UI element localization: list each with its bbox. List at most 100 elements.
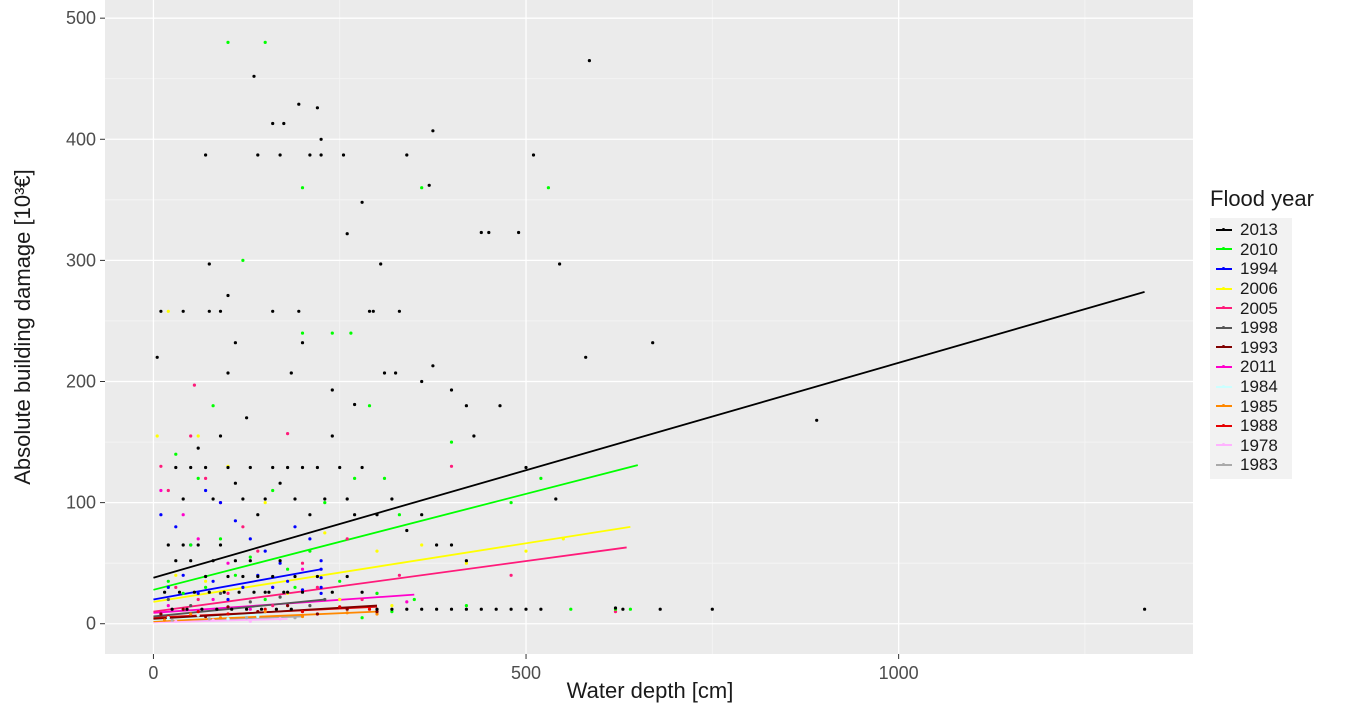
data-point-1993 bbox=[182, 608, 185, 611]
data-point-2010 bbox=[234, 574, 237, 577]
data-point-2013 bbox=[614, 606, 617, 609]
data-point-2006 bbox=[338, 598, 341, 601]
data-point-2013 bbox=[465, 559, 468, 562]
data-point-2011 bbox=[226, 562, 229, 565]
data-point-2013 bbox=[301, 591, 304, 594]
data-point-2013 bbox=[245, 608, 248, 611]
data-point-2010 bbox=[241, 259, 244, 262]
data-point-2010 bbox=[264, 41, 267, 44]
data-point-2013 bbox=[208, 262, 211, 265]
data-point-1998 bbox=[189, 604, 192, 607]
data-point-2006 bbox=[174, 574, 177, 577]
data-point-1994 bbox=[320, 586, 323, 589]
data-point-2005 bbox=[271, 604, 274, 607]
data-point-2005 bbox=[197, 598, 200, 601]
data-point-2013 bbox=[320, 138, 323, 141]
data-point-2006 bbox=[524, 550, 527, 553]
data-point-2013 bbox=[279, 153, 282, 156]
data-point-2013 bbox=[450, 388, 453, 391]
data-point-2013 bbox=[524, 608, 527, 611]
data-point-1988 bbox=[338, 605, 341, 608]
data-point-2013 bbox=[208, 310, 211, 313]
data-point-1993 bbox=[159, 612, 162, 615]
legend-key-2010 bbox=[1216, 248, 1232, 250]
data-point-2013 bbox=[234, 341, 237, 344]
data-point-2005 bbox=[167, 489, 170, 492]
data-point-2005 bbox=[361, 598, 364, 601]
y-tick-label: 200 bbox=[66, 372, 96, 392]
data-point-2006 bbox=[197, 434, 200, 437]
legend-label-2011: 2011 bbox=[1240, 358, 1277, 375]
data-point-2013 bbox=[167, 543, 170, 546]
data-point-2013 bbox=[353, 513, 356, 516]
data-point-1983 bbox=[293, 616, 296, 619]
data-point-1994 bbox=[219, 501, 222, 504]
data-point-1994 bbox=[320, 568, 323, 571]
data-point-1998 bbox=[323, 598, 326, 601]
data-point-2010 bbox=[368, 404, 371, 407]
data-point-2013 bbox=[659, 608, 662, 611]
data-point-2013 bbox=[264, 497, 267, 500]
data-point-2013 bbox=[405, 529, 408, 532]
data-point-1988 bbox=[226, 612, 229, 615]
data-point-2013 bbox=[554, 497, 557, 500]
data-point-2010 bbox=[189, 543, 192, 546]
data-point-2013 bbox=[420, 608, 423, 611]
legend: Flood year 2013 2010 1994 2006 2005 1998 1993 2… bbox=[1210, 186, 1340, 479]
data-point-1993 bbox=[204, 615, 207, 618]
data-point-2011 bbox=[212, 598, 215, 601]
data-point-1985 bbox=[219, 616, 222, 619]
data-point-2013 bbox=[398, 310, 401, 313]
data-point-2013 bbox=[226, 466, 229, 469]
data-point-2005 bbox=[301, 562, 304, 565]
legend-label-2010: 2010 bbox=[1240, 241, 1278, 258]
legend-label-2006: 2006 bbox=[1240, 280, 1278, 297]
legend-items: 2013 2010 1994 2006 2005 1998 1993 2011 1984 1985… bbox=[1210, 218, 1292, 479]
data-point-2013 bbox=[495, 608, 498, 611]
data-point-1994 bbox=[320, 576, 323, 579]
data-point-1988 bbox=[368, 608, 371, 611]
data-point-2005 bbox=[510, 574, 513, 577]
data-point-2013 bbox=[256, 153, 259, 156]
data-point-2005 bbox=[159, 465, 162, 468]
data-point-2013 bbox=[532, 153, 535, 156]
legend-key-1978 bbox=[1216, 444, 1232, 446]
data-point-2013 bbox=[323, 497, 326, 500]
data-point-2013 bbox=[163, 591, 166, 594]
data-point-2005 bbox=[316, 586, 319, 589]
data-point-2010 bbox=[450, 441, 453, 444]
data-point-2011 bbox=[249, 608, 252, 611]
data-point-2010 bbox=[293, 586, 296, 589]
data-point-2010 bbox=[182, 592, 185, 595]
data-point-2010 bbox=[547, 186, 550, 189]
legend-item-1998: 1998 bbox=[1210, 318, 1292, 338]
data-point-2010 bbox=[510, 501, 513, 504]
data-point-2006 bbox=[375, 550, 378, 553]
data-point-1998 bbox=[167, 598, 170, 601]
data-point-2010 bbox=[167, 580, 170, 583]
data-point-2010 bbox=[174, 453, 177, 456]
data-point-2013 bbox=[293, 497, 296, 500]
data-point-2013 bbox=[379, 262, 382, 265]
data-point-2013 bbox=[331, 591, 334, 594]
data-point-2005 bbox=[189, 434, 192, 437]
data-point-2013 bbox=[1143, 608, 1146, 611]
data-point-2013 bbox=[208, 591, 211, 594]
data-point-1985 bbox=[189, 612, 192, 615]
legend-label-1988: 1988 bbox=[1240, 417, 1278, 434]
data-point-2006 bbox=[167, 310, 170, 313]
data-point-2013 bbox=[480, 231, 483, 234]
data-point-2013 bbox=[260, 608, 263, 611]
data-point-2013 bbox=[621, 608, 624, 611]
data-point-2013 bbox=[297, 310, 300, 313]
legend-key-2006 bbox=[1216, 288, 1232, 290]
data-point-2013 bbox=[524, 466, 527, 469]
data-point-2013 bbox=[651, 341, 654, 344]
data-point-2013 bbox=[156, 356, 159, 359]
data-point-2013 bbox=[390, 497, 393, 500]
data-point-2013 bbox=[282, 591, 285, 594]
data-point-2006 bbox=[156, 434, 159, 437]
data-point-1988 bbox=[197, 610, 200, 613]
x-axis-label: Water depth [cm] bbox=[567, 678, 734, 703]
